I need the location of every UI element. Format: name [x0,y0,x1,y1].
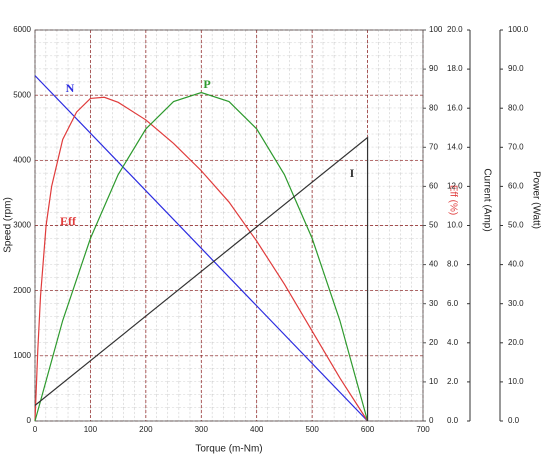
power-tick-label: 80.0 [508,103,524,112]
power-tick-label: 90.0 [508,64,524,73]
x-tick-label: 500 [305,425,319,434]
power-tick-label: 30.0 [508,299,524,308]
eff-tick-label: 50 [429,221,438,230]
current-tick-label: 6.0 [447,299,459,308]
eff-tick-label: 30 [429,299,438,308]
power-tick-label: 40.0 [508,260,524,269]
eff-tick-label: 80 [429,103,438,112]
x-tick-label: 0 [33,425,38,434]
current-axis-title: Current (Amp) [481,168,492,231]
minor-grid [35,30,423,421]
eff-tick-label: 70 [429,142,438,151]
series-label: N [66,81,75,95]
current-tick-label: 20.0 [447,25,463,34]
current-tick-label: 18.0 [447,64,463,73]
power-tick-label: 100.0 [508,25,529,34]
current-tick-label: 4.0 [447,338,459,347]
series-line [34,91,369,422]
power-tick-label: 70.0 [508,142,524,151]
current-tick-label: 16.0 [447,103,463,112]
current-tick-label: 14.0 [447,142,463,151]
y-tick-label: 3000 [13,221,31,230]
y-tick-label: 0 [27,416,32,425]
y-tick-label: 1000 [13,351,31,360]
eff-tick-label: 10 [429,377,438,386]
eff-tick-label: 20 [429,338,438,347]
y-tick-label: 5000 [13,90,31,99]
series-line [34,136,369,421]
power-tick-label: 50.0 [508,221,524,230]
power-tick-label: 20.0 [508,338,524,347]
x-tick-label: 100 [84,425,98,434]
y-tick-label: 4000 [13,155,31,164]
x-tick-label: 300 [195,425,209,434]
current-tick-label: 8.0 [447,260,459,269]
current-tick-label: 0.0 [447,416,459,425]
eff-tick-label: 0 [429,416,434,425]
series-label: I [350,166,355,180]
x-tick-label: 400 [250,425,264,434]
eff-tick-label: 100 [429,25,443,34]
current-tick-label: 12.0 [447,182,463,191]
series-line [34,75,369,422]
eff-tick-label: 40 [429,260,438,269]
series-label: P [203,77,210,91]
x-tick-label: 600 [361,425,375,434]
y-tick-label: 2000 [13,286,31,295]
eff-tick-label: 90 [429,64,438,73]
power-axis-title: Power (Watt) [530,171,541,229]
x-axis-title: Torque (m-Nm) [195,444,262,455]
y-tick-label: 6000 [13,25,31,34]
eff-tick-label: 60 [429,182,438,191]
current-tick-label: 10.0 [447,221,463,230]
power-tick-label: 0.0 [508,416,520,425]
series-line [34,96,369,422]
eff-axis-title: Eff (%) [447,185,458,215]
x-tick-label: 700 [416,425,430,434]
power-tick-label: 60.0 [508,182,524,191]
power-tick-label: 10.0 [508,377,524,386]
y-axis-title: Speed (rpm) [3,197,14,253]
series-label: Eff [60,214,77,228]
x-tick-label: 200 [139,425,153,434]
current-tick-label: 2.0 [447,377,459,386]
